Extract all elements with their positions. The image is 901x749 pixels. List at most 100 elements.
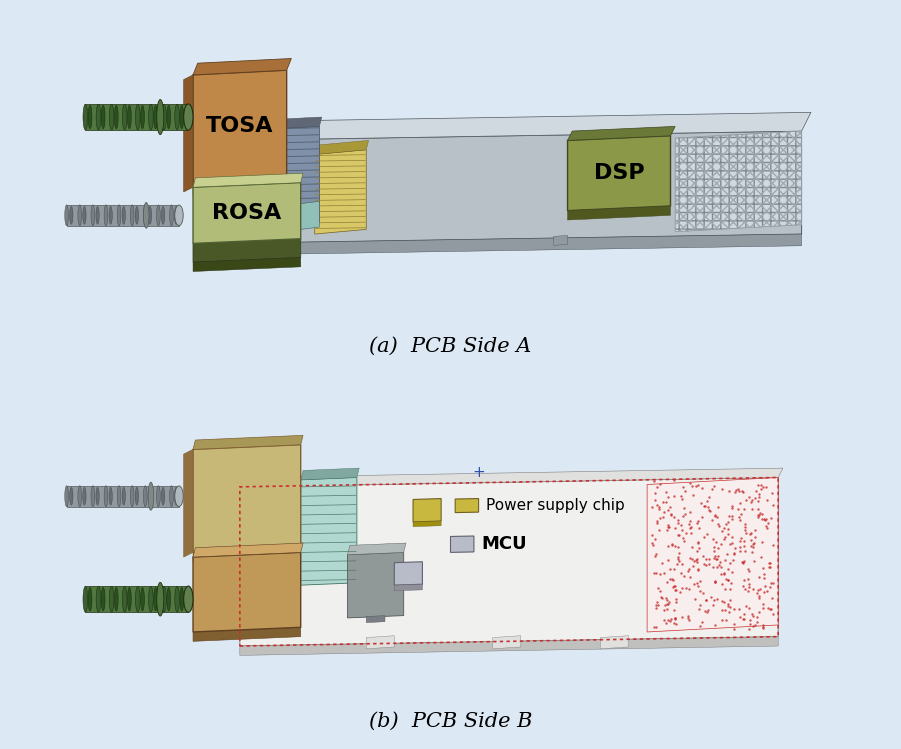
Point (760, 518, 775, 530)
Point (721, 516, 735, 528)
Ellipse shape (83, 104, 87, 130)
Point (676, 510, 690, 522)
Point (650, 596, 664, 608)
Point (756, 598, 770, 610)
Point (744, 540, 759, 552)
Point (723, 601, 737, 613)
Point (670, 514, 685, 526)
Point (761, 561, 776, 573)
Point (706, 562, 721, 574)
Point (659, 599, 673, 611)
Point (669, 596, 684, 608)
Point (751, 495, 765, 507)
Polygon shape (193, 58, 291, 75)
Polygon shape (600, 636, 628, 649)
Point (668, 612, 682, 624)
Point (695, 482, 709, 494)
Ellipse shape (123, 207, 125, 224)
Point (690, 553, 705, 565)
Point (675, 582, 689, 594)
Point (737, 613, 751, 625)
Ellipse shape (128, 587, 132, 611)
Point (656, 497, 670, 509)
Point (696, 500, 711, 512)
Point (698, 595, 713, 607)
Point (751, 479, 765, 491)
Point (668, 580, 682, 592)
Point (720, 548, 734, 560)
Point (689, 556, 704, 568)
Ellipse shape (141, 106, 144, 129)
Point (742, 602, 756, 614)
Point (698, 500, 713, 512)
Ellipse shape (96, 104, 101, 130)
Point (721, 574, 735, 586)
Point (696, 550, 710, 562)
Text: ROSA: ROSA (213, 203, 281, 223)
Point (766, 499, 780, 511)
Point (718, 583, 733, 595)
Point (750, 587, 764, 599)
Point (723, 557, 737, 568)
Point (758, 580, 772, 592)
Polygon shape (314, 141, 369, 154)
Point (750, 616, 764, 628)
Point (731, 483, 745, 495)
Point (733, 511, 747, 523)
Polygon shape (273, 127, 320, 225)
Ellipse shape (83, 207, 86, 224)
Point (737, 540, 751, 552)
Point (691, 563, 705, 575)
Point (755, 509, 769, 521)
Point (714, 483, 729, 495)
Point (723, 583, 737, 595)
Point (692, 604, 706, 616)
Polygon shape (193, 445, 301, 553)
Point (690, 517, 705, 529)
Point (692, 542, 706, 554)
Point (744, 503, 759, 515)
Point (668, 613, 682, 625)
Point (711, 550, 725, 562)
Ellipse shape (114, 587, 118, 611)
Point (737, 503, 751, 515)
Point (760, 494, 774, 506)
Point (647, 476, 661, 488)
Point (649, 548, 663, 560)
Point (742, 578, 757, 590)
Point (766, 607, 780, 619)
Point (664, 509, 678, 521)
Polygon shape (226, 112, 811, 141)
Point (691, 515, 705, 527)
Point (756, 619, 770, 631)
Point (764, 603, 778, 615)
Ellipse shape (180, 106, 184, 129)
Point (667, 562, 681, 574)
Point (756, 481, 770, 493)
Point (726, 554, 741, 566)
Point (668, 540, 682, 552)
Point (690, 536, 705, 548)
Point (646, 567, 660, 579)
Point (733, 545, 747, 557)
Point (674, 491, 688, 503)
Point (708, 553, 723, 565)
Point (660, 504, 675, 516)
Point (731, 503, 745, 515)
Polygon shape (450, 536, 474, 553)
Point (749, 485, 763, 497)
Ellipse shape (77, 204, 82, 226)
Ellipse shape (161, 586, 167, 612)
Polygon shape (273, 117, 322, 129)
Ellipse shape (109, 207, 113, 224)
Ellipse shape (123, 586, 127, 612)
Point (670, 541, 685, 553)
Point (668, 613, 682, 625)
Ellipse shape (161, 207, 165, 224)
Point (667, 604, 681, 616)
Point (693, 599, 707, 611)
Point (760, 585, 774, 597)
Point (651, 582, 665, 594)
Point (710, 560, 724, 572)
Point (753, 583, 768, 595)
